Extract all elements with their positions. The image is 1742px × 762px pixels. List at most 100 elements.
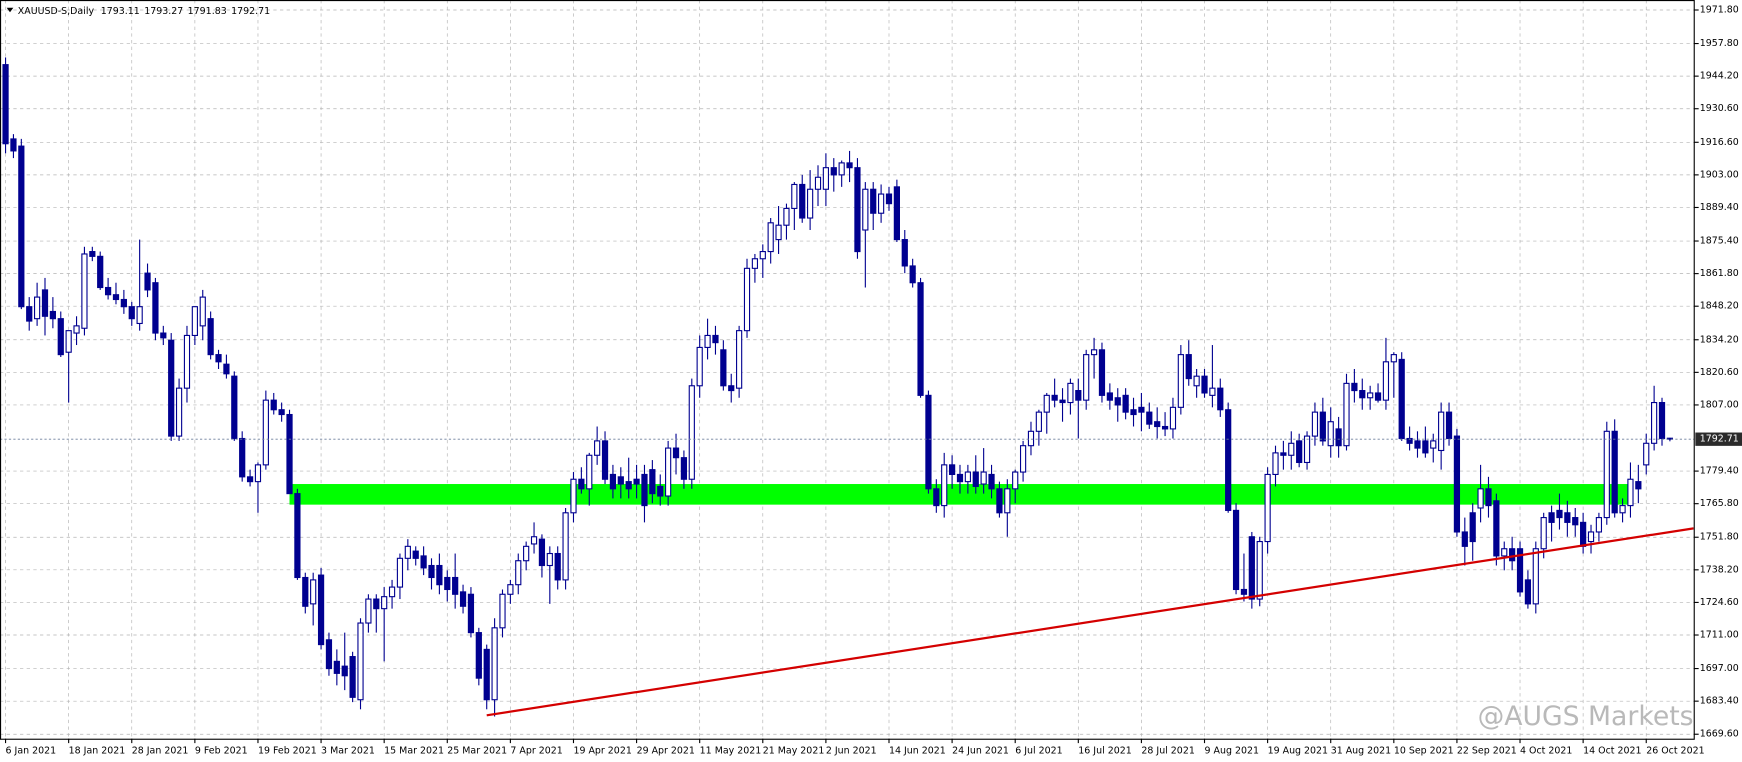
- trendline: [486, 527, 1694, 717]
- candle-body: [538, 538, 546, 567]
- candle-body: [1477, 488, 1484, 509]
- candle-body: [1083, 354, 1090, 401]
- candle-body: [396, 557, 404, 588]
- candle-body: [759, 251, 766, 260]
- candle-body: [1059, 399, 1066, 404]
- y-tick-label: 1889.40: [1700, 202, 1739, 213]
- candle-body: [1595, 517, 1603, 533]
- candle-body: [136, 306, 143, 325]
- candle-body: [948, 464, 956, 476]
- x-tick-label: 31 Aug 2021: [1331, 745, 1391, 756]
- x-tick-label: 4 Oct 2021: [1520, 745, 1572, 756]
- candle-body: [1382, 361, 1390, 401]
- candle-body: [1280, 452, 1287, 456]
- y-tick-label: 1738.20: [1700, 564, 1739, 575]
- candle-body: [333, 660, 340, 674]
- candle-body: [1390, 354, 1397, 363]
- x-tick-label: 24 Jun 2021: [952, 745, 1009, 756]
- y-tick-label: 1711.00: [1700, 630, 1739, 641]
- x-tick-label: 19 Aug 2021: [1268, 745, 1328, 756]
- candle-body: [128, 306, 135, 320]
- candle-body: [925, 394, 932, 490]
- candle-body: [688, 385, 695, 480]
- candle-body: [97, 255, 104, 289]
- y-tick-label: 1930.60: [1700, 103, 1739, 114]
- x-tick-label: 18 Jan 2021: [69, 745, 126, 756]
- candle-body: [1232, 509, 1240, 591]
- candle-body: [412, 550, 419, 559]
- x-tick-label: 6 Jul 2021: [1015, 745, 1062, 756]
- candle-body: [1611, 430, 1618, 514]
- candle-body: [775, 224, 782, 241]
- candle-body: [444, 576, 451, 591]
- candle-body: [1469, 512, 1476, 543]
- candle-body: [562, 512, 569, 581]
- candle-body: [459, 591, 467, 607]
- candle-body: [578, 478, 585, 490]
- candle-body: [933, 488, 940, 507]
- candle-body: [1548, 512, 1555, 523]
- candle-body: [1398, 358, 1405, 440]
- candle-body: [1319, 411, 1326, 442]
- x-tick-label: 2 Jun 2021: [826, 745, 877, 756]
- candle-body: [1146, 411, 1153, 425]
- candle-body: [665, 447, 672, 497]
- candle-body: [570, 478, 577, 514]
- menu-arrow[interactable]: [6, 7, 14, 13]
- candle-body: [617, 476, 624, 485]
- candle-body: [1075, 390, 1082, 401]
- candle-body: [1256, 540, 1263, 600]
- x-tick-label: 14 Oct 2021: [1583, 745, 1641, 756]
- candle-body: [1603, 430, 1610, 519]
- candle-body: [104, 286, 112, 296]
- x-tick-label: 15 Mar 2021: [384, 745, 444, 756]
- candle-body: [475, 632, 482, 679]
- y-tick-label: 1861.80: [1700, 268, 1739, 279]
- candle-body: [1035, 411, 1042, 432]
- candle-body: [33, 296, 41, 320]
- candle-body: [1240, 588, 1248, 595]
- open-price: 1793.11: [101, 6, 140, 17]
- candle-body: [1138, 406, 1145, 413]
- candle-body: [491, 627, 498, 701]
- candle-body: [594, 440, 601, 456]
- y-tick-label: 1697.00: [1700, 663, 1739, 674]
- candle-body: [2, 64, 9, 145]
- candle-body: [633, 478, 640, 485]
- candle-body: [381, 596, 388, 610]
- candle-body: [231, 375, 238, 440]
- candle-body: [246, 476, 254, 483]
- candle-body: [988, 473, 995, 490]
- candle-body: [1004, 488, 1011, 514]
- candle-body: [365, 598, 372, 624]
- candle-body: [1248, 536, 1255, 600]
- high-price: 1793.27: [144, 6, 183, 17]
- y-tick-label: 1957.80: [1700, 38, 1739, 49]
- candle-body: [1296, 440, 1303, 464]
- candle-body: [388, 586, 396, 598]
- candle-body: [964, 471, 971, 483]
- plot-frame: [0, 0, 1695, 740]
- candle-body: [1343, 382, 1350, 447]
- candle-body: [81, 253, 88, 329]
- candle-body: [317, 574, 325, 646]
- candle-body: [436, 564, 443, 586]
- candle-body: [1485, 488, 1492, 507]
- candle-body: [65, 330, 72, 353]
- y-tick-label: 1807.00: [1700, 399, 1739, 410]
- candle-body: [1580, 521, 1587, 547]
- y-tick-label: 1751.80: [1700, 532, 1739, 543]
- candle-body: [1272, 452, 1279, 476]
- y-tick-label: 1971.80: [1700, 4, 1739, 15]
- candle-body: [1509, 548, 1516, 562]
- watermark: @AUGS Markets: [1478, 701, 1694, 732]
- candle-body: [1012, 471, 1019, 490]
- candle-body: [1169, 406, 1177, 430]
- candle-body: [1651, 401, 1658, 444]
- x-tick-label: 7 Apr 2021: [510, 745, 562, 756]
- candle-body: [1043, 394, 1050, 413]
- candle-body: [609, 473, 617, 490]
- candle-body: [830, 167, 837, 176]
